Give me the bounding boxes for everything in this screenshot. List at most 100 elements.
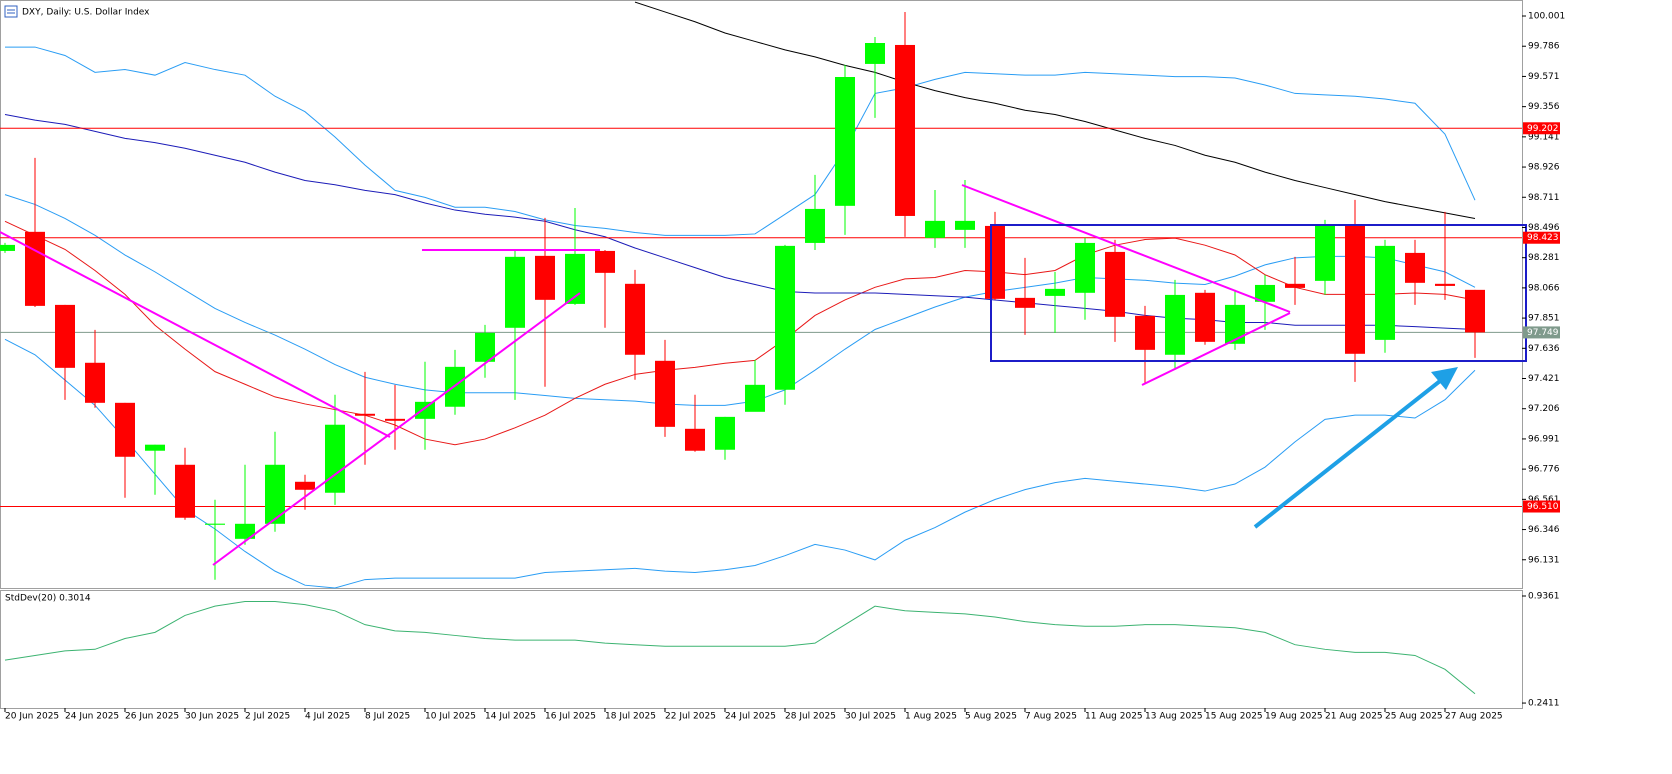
y-tick-label: 98.926	[1528, 163, 1560, 173]
trend-line	[1141, 312, 1291, 386]
x-tick-label: 8 Jul 2025	[365, 712, 410, 722]
candle-body	[895, 44, 915, 216]
candle-body	[1015, 297, 1035, 308]
candle-body	[805, 208, 825, 243]
y-tick-label: 98.066	[1528, 283, 1560, 293]
candle-body	[1375, 245, 1395, 340]
y-tick-label: 96.991	[1528, 434, 1560, 444]
y-tick-label: 99.141	[1528, 132, 1560, 142]
candle-body	[1255, 284, 1275, 302]
candle-body	[715, 416, 735, 450]
x-tick-label: 22 Jul 2025	[665, 712, 716, 722]
candle-body	[775, 245, 795, 390]
y-tick-label: 96.131	[1528, 555, 1560, 565]
range-box	[990, 224, 1527, 362]
y-tick-label: 0.9361	[1528, 591, 1560, 601]
x-tick-label: 24 Jul 2025	[725, 712, 776, 722]
candle-body	[1165, 294, 1185, 355]
candle-body	[595, 250, 615, 273]
candle-body	[0, 244, 15, 251]
y-tick-label: 99.571	[1528, 72, 1560, 82]
indicator-line	[4, 601, 1476, 695]
y-tick-label: 99.786	[1528, 42, 1560, 52]
candle-body	[115, 402, 135, 457]
y-tick-label: 100.001	[1528, 12, 1565, 22]
x-tick-label: 15 Aug 2025	[1205, 712, 1263, 722]
level-label-box	[1523, 326, 1560, 339]
candle-body	[1195, 292, 1215, 342]
x-tick-label: 10 Jul 2025	[425, 712, 476, 722]
candle-body	[55, 304, 75, 368]
candle-body	[625, 283, 645, 355]
candle-body	[565, 253, 585, 304]
x-tick-label: 20 Jun 2025	[5, 712, 59, 722]
trend-line	[0, 231, 391, 438]
indicator-pane	[0, 590, 1523, 709]
candle-body	[175, 464, 195, 518]
chart-title: DXY, Daily: U.S. Dollar Index	[22, 8, 150, 18]
x-tick-label: 18 Jul 2025	[605, 712, 656, 722]
candle-body	[535, 255, 555, 300]
candle-body	[205, 523, 225, 525]
candle-body	[1285, 283, 1305, 288]
x-tick-label: 13 Aug 2025	[1145, 712, 1203, 722]
trend-line	[961, 184, 1291, 313]
candle-body	[1435, 283, 1455, 286]
candle-body	[145, 444, 165, 451]
x-tick-label: 24 Jun 2025	[65, 712, 119, 722]
level-label: 98.423	[1527, 233, 1559, 243]
candle-body	[235, 523, 255, 539]
x-tick-label: 14 Jul 2025	[485, 712, 536, 722]
x-tick-label: 11 Aug 2025	[1085, 712, 1143, 722]
chart-icon	[4, 5, 18, 18]
y-tick-label: 97.636	[1528, 344, 1560, 354]
candle-body	[1345, 224, 1365, 354]
y-tick-label: 96.346	[1528, 525, 1560, 535]
x-tick-label: 26 Jun 2025	[125, 712, 179, 722]
candle-body	[1465, 289, 1485, 333]
candle-body	[685, 428, 705, 451]
y-tick-label: 98.496	[1528, 223, 1560, 233]
candle-body	[925, 220, 945, 238]
x-tick-label: 5 Aug 2025	[965, 712, 1017, 722]
x-tick-label: 7 Aug 2025	[1025, 712, 1077, 722]
axis-layer: 100.001 99.786 99.571 99.356 99.141 98.926 98.…	[4, 12, 1565, 722]
trend-line	[212, 292, 581, 566]
main-pane	[0, 0, 1523, 589]
x-tick-label: 30 Jun 2025	[185, 712, 239, 722]
indicator-line	[4, 338, 1476, 589]
candle-body	[505, 256, 525, 328]
candle-body	[295, 481, 315, 490]
annotations	[0, 184, 1527, 566]
x-tick-label: 2 Jul 2025	[245, 712, 290, 722]
candle-body	[655, 360, 675, 427]
y-tick-label: 0.2411	[1528, 699, 1560, 709]
y-tick-label: 96.561	[1528, 495, 1560, 505]
candle-body	[1405, 252, 1425, 283]
candle-body	[865, 42, 885, 64]
y-tick-label: 99.356	[1528, 102, 1560, 112]
arrow-head	[1431, 367, 1458, 390]
candle-body	[745, 384, 765, 412]
candle-body	[1225, 304, 1245, 344]
x-tick-label: 28 Jul 2025	[785, 712, 836, 722]
x-tick-label: 21 Aug 2025	[1325, 712, 1383, 722]
y-tick-label: 97.851	[1528, 314, 1560, 324]
level-label-box	[1523, 122, 1560, 135]
candle-body	[415, 401, 435, 419]
level-label: 97.749	[1527, 328, 1559, 338]
x-tick-label: 27 Aug 2025	[1445, 712, 1503, 722]
x-tick-label: 16 Jul 2025	[545, 712, 596, 722]
y-tick-label: 97.421	[1528, 374, 1560, 384]
candle-body	[25, 231, 45, 306]
indicator-line	[4, 220, 1476, 446]
x-tick-label: 4 Jul 2025	[305, 712, 350, 722]
candle-body	[1135, 315, 1155, 350]
arrow-shaft	[1253, 379, 1442, 529]
candle-body	[1075, 242, 1095, 293]
level-label-box	[1523, 231, 1560, 244]
candle-body	[325, 424, 345, 493]
candle-body	[1105, 251, 1125, 317]
